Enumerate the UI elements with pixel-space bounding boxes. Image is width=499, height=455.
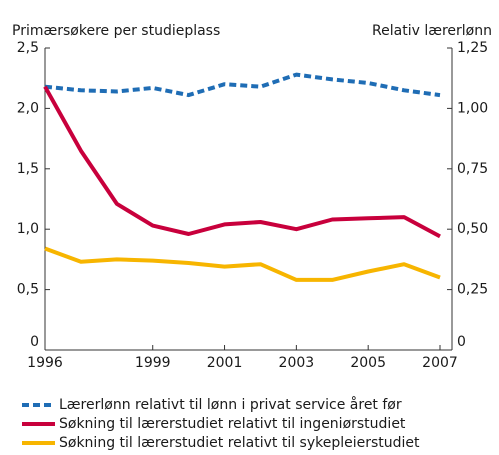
x-tick-label: 1999 — [135, 355, 171, 371]
y2-tick-label: 1,25 — [457, 40, 488, 56]
y-tick-label: 1,5 — [17, 161, 39, 177]
y2-tick-label: 0,75 — [457, 161, 488, 177]
y2-tick-label: 0,50 — [457, 221, 488, 237]
y2-tick-label: 1,00 — [457, 100, 488, 116]
x-tick-label: 2005 — [350, 355, 386, 371]
y-tick-label: 2,0 — [17, 100, 39, 116]
legend-label: Søkning til lærerstudiet relativt til in… — [59, 416, 406, 432]
data-line — [44, 72, 441, 98]
data-line — [44, 246, 441, 282]
legend-label: Søkning til lærerstudiet relativt til sy… — [59, 435, 420, 451]
y-tick-label: 1,0 — [17, 221, 39, 237]
y-tick-label: 0,5 — [17, 282, 39, 298]
data-line — [43, 85, 441, 239]
x-tick-label: 2007 — [422, 355, 458, 371]
x-tick-label: 2003 — [279, 355, 315, 371]
x-tick-label: 2001 — [207, 355, 243, 371]
y2-tick-label: 0 — [457, 334, 466, 350]
y-axis-label: Primærsøkere per studieplass — [12, 23, 220, 39]
y-tick-label: 2,5 — [17, 40, 39, 56]
legend-label: Lærerlønn relativt til lønn i privat ser… — [59, 396, 402, 413]
y-tick-label: 0 — [30, 334, 39, 350]
y2-tick-label: 0,25 — [457, 282, 488, 298]
y2-axis-label: Relativ lærerlønn — [372, 23, 492, 39]
x-tick-label: 1996 — [27, 355, 63, 371]
